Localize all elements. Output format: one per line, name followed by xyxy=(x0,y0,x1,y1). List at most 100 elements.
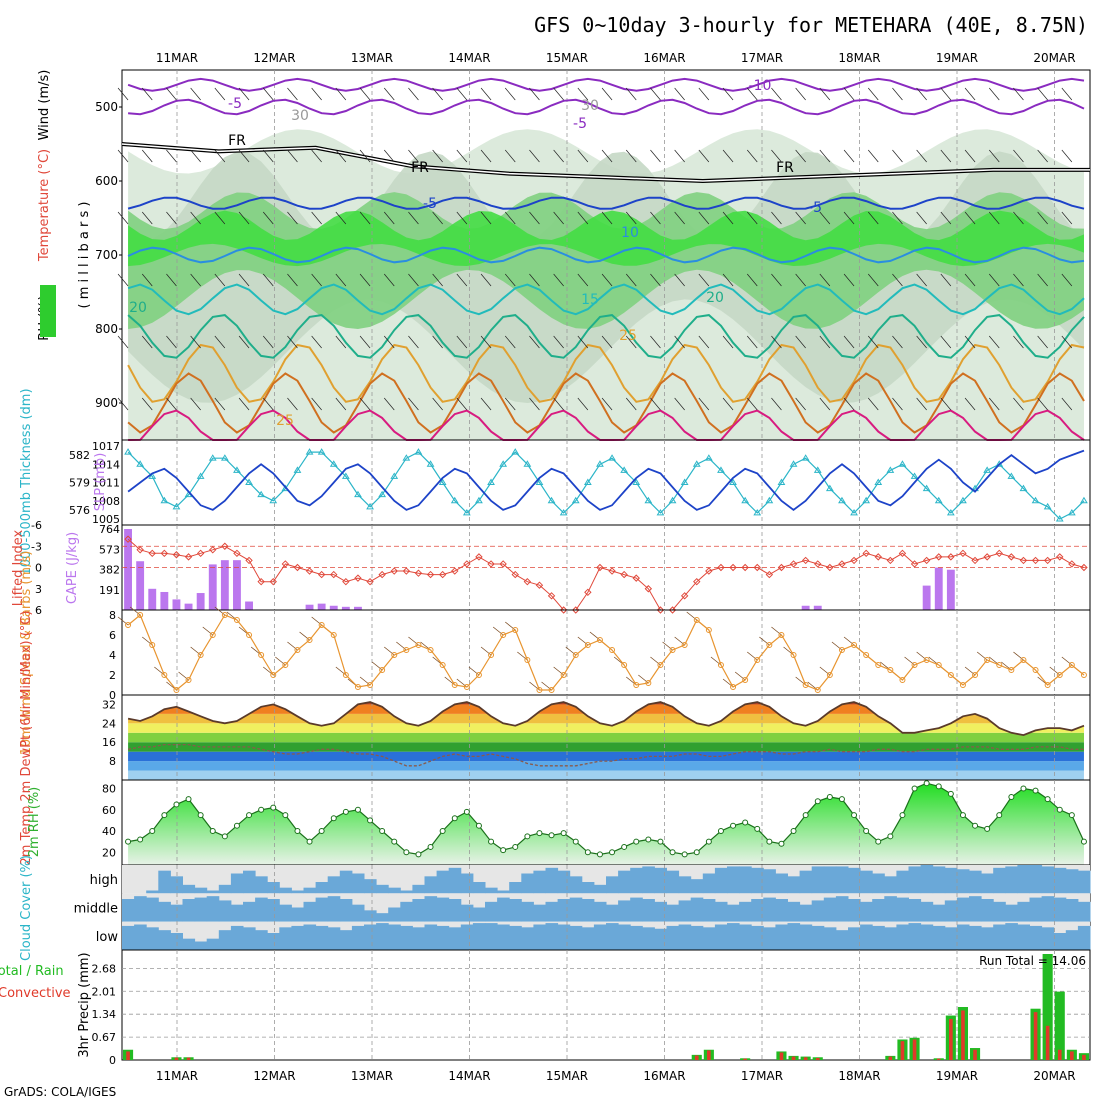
wind-barb xyxy=(287,87,298,101)
cloud-cell xyxy=(1077,870,1091,894)
precip-rain-bar xyxy=(1070,1051,1074,1060)
rh2m-marker xyxy=(125,838,132,845)
cape-tick: 191 xyxy=(99,584,120,597)
rh2m-marker xyxy=(996,812,1003,819)
wind-marker xyxy=(524,657,531,663)
wind-marker xyxy=(330,632,337,638)
cloud-cell xyxy=(497,890,510,894)
cloud-cell xyxy=(690,879,704,894)
cape-tick: 764 xyxy=(99,523,120,536)
wind-marker xyxy=(221,612,228,618)
cloud-cell xyxy=(823,866,837,894)
wind-marker xyxy=(560,672,567,678)
rh2m-marker xyxy=(826,794,833,800)
wind-barb xyxy=(650,656,661,666)
wind-marker xyxy=(536,687,543,693)
wind-barb xyxy=(359,87,371,101)
li-marker xyxy=(354,574,362,582)
cloud-cell xyxy=(751,925,764,950)
wind-barb xyxy=(190,87,201,101)
cloud-cell xyxy=(593,924,607,950)
contour-label: -10 xyxy=(749,78,772,94)
wind-barb xyxy=(916,651,927,661)
wind-barb xyxy=(178,671,189,681)
cloud-cell xyxy=(557,924,571,950)
wind-barb xyxy=(456,149,468,163)
cloud-cell xyxy=(727,923,740,950)
wind-barb xyxy=(940,273,952,287)
wind-barb xyxy=(674,636,685,646)
cloud-cell xyxy=(315,882,329,894)
cloud-cell xyxy=(1065,930,1079,950)
cape-label: CAPE (J/kg) xyxy=(65,532,80,604)
cloud-cell xyxy=(848,927,861,950)
rh2m-marker xyxy=(367,817,374,824)
wind-barb xyxy=(456,397,468,411)
li-marker xyxy=(487,560,495,568)
cloud-cell xyxy=(823,927,837,950)
rh2m-marker xyxy=(717,828,724,834)
rh2m-marker xyxy=(475,822,482,829)
wind-barb xyxy=(383,335,395,349)
wind-barb xyxy=(940,211,952,225)
wind-barb xyxy=(1037,87,1048,101)
rh2m-marker xyxy=(391,838,398,845)
cloud-cell xyxy=(630,867,643,894)
li-marker xyxy=(741,563,749,572)
cape-bar xyxy=(124,529,132,610)
li-marker xyxy=(366,577,374,586)
cloud-cell xyxy=(327,876,341,894)
wind-barb xyxy=(843,87,855,101)
rh2m-marker xyxy=(814,798,821,805)
cape-bar xyxy=(148,588,157,610)
rh2m-marker xyxy=(451,815,458,822)
wind-marker xyxy=(512,627,519,633)
cloud-cell xyxy=(702,927,716,950)
grads-credit: GrADS: COLA/IGES xyxy=(4,1085,116,1099)
rh2m-marker xyxy=(330,815,337,822)
cloud-cell xyxy=(400,890,413,894)
rh2m-marker xyxy=(161,812,168,819)
precip-legend-total: Total / Rain xyxy=(0,964,64,979)
cape-tick: 382 xyxy=(99,564,120,577)
li-marker xyxy=(184,553,193,561)
precip-rain-bar xyxy=(949,1018,953,1060)
precip-rain-bar xyxy=(912,1039,917,1060)
li-marker xyxy=(656,606,665,614)
cloud-cell xyxy=(799,924,813,950)
li-marker xyxy=(1007,553,1016,561)
cloud-cell xyxy=(339,899,353,922)
cloud-cell xyxy=(666,904,680,922)
slp-marker xyxy=(632,478,641,485)
rh2m-marker xyxy=(621,843,628,850)
rh2m-marker xyxy=(488,838,495,845)
slp-marker xyxy=(378,490,387,498)
wind-marker xyxy=(367,682,374,688)
slp-marker xyxy=(208,454,217,461)
slp-marker xyxy=(801,454,810,461)
wind-barb xyxy=(250,646,262,656)
wind-marker xyxy=(149,642,156,648)
wind-barb xyxy=(819,335,831,349)
wind-marker xyxy=(899,677,906,683)
slp-marker xyxy=(499,460,508,467)
cloud-cell xyxy=(811,925,825,950)
slp-marker xyxy=(777,478,786,485)
wind-barb xyxy=(214,273,226,287)
date-label-bottom: 16MAR xyxy=(643,1069,685,1083)
wind-barb xyxy=(867,335,879,349)
wind-barb xyxy=(311,149,322,163)
rh2m-marker xyxy=(137,836,144,843)
cloud-cell xyxy=(642,927,655,950)
temperature-label: Temperature (°C) xyxy=(37,149,52,262)
temp-tick: 24 xyxy=(102,717,116,730)
wind-barb xyxy=(141,335,153,349)
temp-bands xyxy=(128,702,1085,780)
precip-tick: 2.68 xyxy=(92,962,117,975)
cloud-cell xyxy=(775,873,788,894)
slp-marker xyxy=(959,496,967,504)
isotherm-line xyxy=(128,98,1085,116)
li-marker xyxy=(717,563,725,572)
cape-bar xyxy=(317,603,326,610)
temp-band xyxy=(128,770,1085,780)
